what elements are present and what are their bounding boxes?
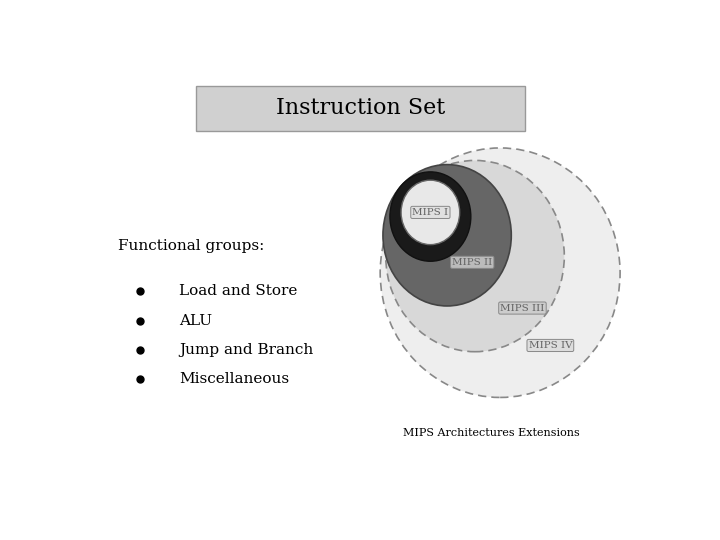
Text: MIPS I: MIPS I: [413, 208, 449, 217]
Text: MIPS III: MIPS III: [500, 303, 544, 313]
Text: ALU: ALU: [179, 314, 212, 328]
Text: Load and Store: Load and Store: [179, 285, 297, 299]
FancyBboxPatch shape: [196, 85, 526, 131]
Ellipse shape: [390, 172, 471, 261]
Text: Jump and Branch: Jump and Branch: [179, 342, 313, 356]
Text: Instruction Set: Instruction Set: [276, 97, 445, 119]
Text: Miscellaneous: Miscellaneous: [179, 372, 289, 386]
Ellipse shape: [380, 148, 620, 397]
Text: MIPS IV: MIPS IV: [528, 341, 572, 350]
Ellipse shape: [386, 160, 564, 352]
Ellipse shape: [383, 165, 511, 306]
Text: MIPS Architectures Extensions: MIPS Architectures Extensions: [403, 428, 580, 438]
Ellipse shape: [401, 180, 459, 245]
Text: MIPS II: MIPS II: [452, 258, 492, 267]
Text: Functional groups:: Functional groups:: [118, 239, 264, 253]
